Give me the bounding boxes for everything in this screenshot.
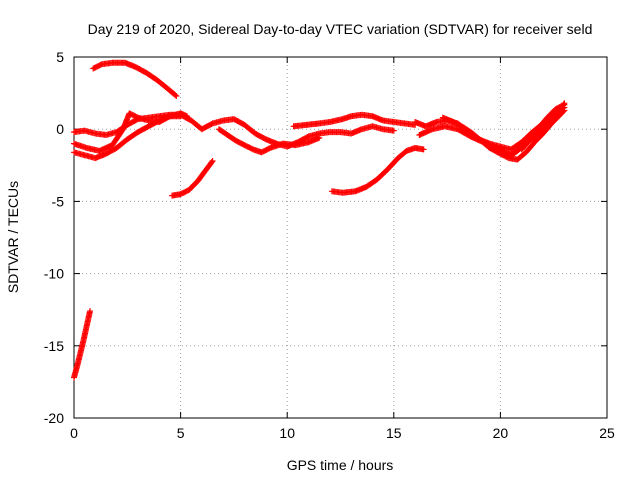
data-point [86, 308, 93, 315]
series-track-6 [169, 157, 216, 199]
data-point [561, 101, 568, 108]
data-point [316, 134, 323, 141]
x-tick-label: 20 [493, 425, 509, 441]
x-axis-label: GPS time / hours [287, 457, 394, 473]
plot-frame [73, 56, 608, 419]
y-tick-label: -5 [52, 193, 65, 209]
series-track-2 [90, 59, 180, 99]
data-point [177, 113, 184, 120]
data-point [173, 92, 180, 99]
data-point [183, 113, 190, 120]
x-tick-label: 5 [177, 425, 185, 441]
y-tick-label: 5 [56, 49, 64, 65]
x-tick-label: 0 [70, 425, 78, 441]
series-track-12 [439, 107, 568, 163]
data-point [172, 92, 179, 99]
series-track-1 [71, 308, 93, 381]
data-point [420, 146, 427, 153]
y-tick-label: -20 [44, 410, 64, 426]
series-track-5 [71, 113, 184, 162]
series-track-7 [215, 126, 323, 156]
data-point [208, 159, 215, 166]
x-tick-label: 25 [599, 425, 615, 441]
x-tick-label: 10 [279, 425, 295, 441]
series-track-9 [328, 144, 427, 196]
data-point [390, 127, 397, 134]
y-tick-label: 0 [56, 121, 64, 137]
y-tick-label: -10 [44, 266, 64, 282]
data-point [560, 102, 567, 109]
data-point [209, 157, 216, 164]
y-axis-tick-labels: 5 0 -5 -10 -15 -20 [44, 49, 64, 426]
data-point [560, 108, 567, 115]
x-axis-tick-labels: 0 5 10 15 20 25 [70, 425, 615, 441]
chart-title: Day 219 of 2020, Sidereal Day-to-day VTE… [88, 21, 593, 37]
x-tick-label: 15 [386, 425, 402, 441]
series-track-13 [518, 101, 568, 153]
series-track-8 [290, 111, 419, 130]
data-series [71, 59, 568, 381]
data-point [561, 107, 568, 114]
y-axis-label: SDTVAR / TECUs [5, 181, 21, 293]
y-tick-label: -15 [44, 338, 64, 354]
grid [74, 57, 607, 418]
